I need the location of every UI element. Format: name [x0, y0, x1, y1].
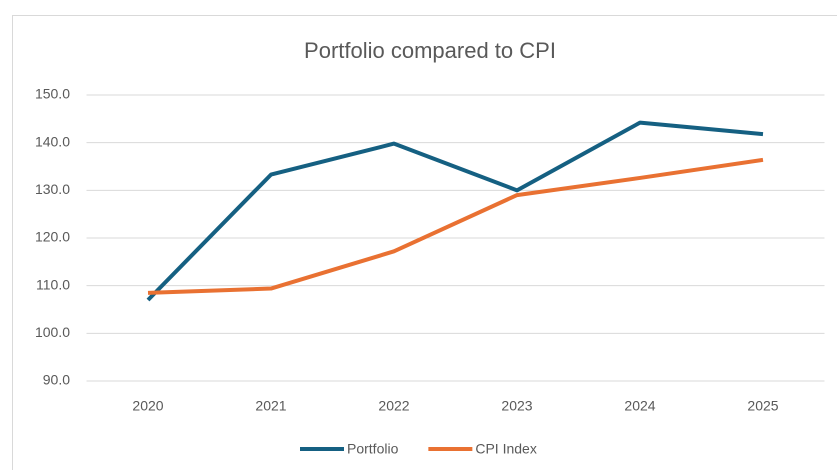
legend-label: CPI Index	[475, 441, 536, 457]
y-tick-label: 130.0	[35, 181, 70, 197]
chart-title: Portfolio compared to CPI	[304, 38, 556, 63]
x-tick-label: 2022	[378, 398, 409, 414]
data-line	[147, 157, 764, 295]
legend-label: Portfolio	[347, 441, 399, 457]
y-tick-label: 90.0	[43, 372, 70, 388]
y-tick-label: 120.0	[35, 229, 70, 245]
x-tick-label: 2020	[132, 398, 163, 414]
y-tick-label: 100.0	[35, 324, 70, 340]
x-tick-label: 2023	[501, 398, 532, 414]
x-tick-label: 2024	[624, 398, 655, 414]
y-tick-label: 140.0	[35, 133, 70, 149]
data-line	[146, 120, 764, 302]
x-tick-label: 2025	[747, 398, 778, 414]
y-tick-label: 150.0	[35, 86, 70, 102]
y-tick-label: 110.0	[36, 276, 70, 292]
chart-frame	[12, 15, 837, 470]
x-tick-label: 2021	[255, 398, 286, 414]
